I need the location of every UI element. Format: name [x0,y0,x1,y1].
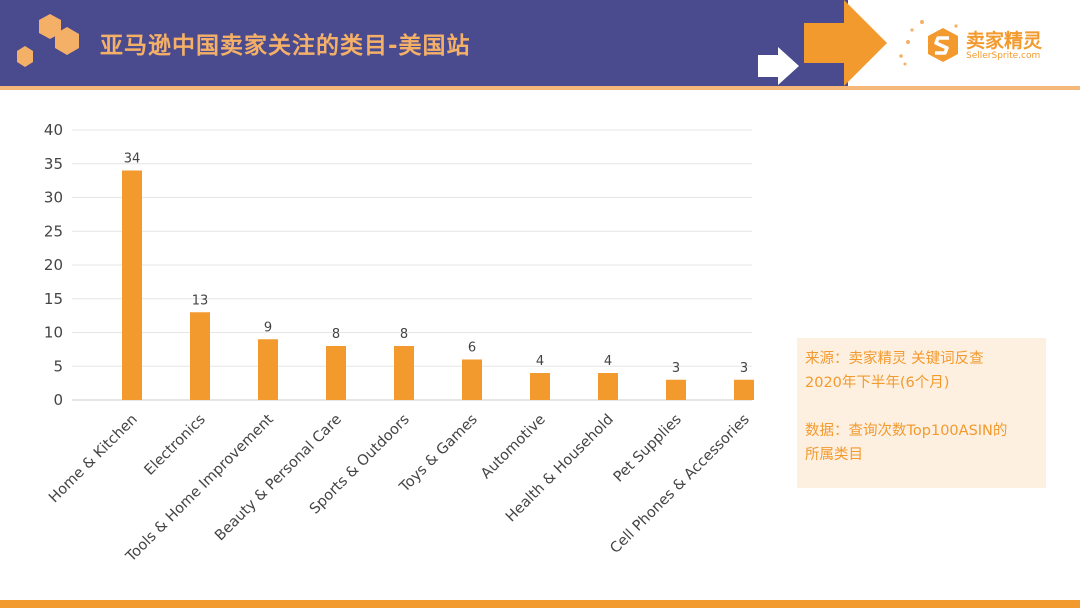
bar [462,359,482,400]
x-tick-label: Automotive [478,411,549,482]
data-label: 34 [124,152,141,167]
x-tick-label: Tools & Home Improvement [123,411,278,566]
bar [326,346,346,400]
source-note-line: 2020年下半年(6个月) [805,375,950,391]
data-label: 3 [672,361,680,376]
x-tick-label: Electronics [142,412,209,479]
data-label: 8 [332,327,340,342]
data-label: 8 [400,327,408,342]
arrow-decoration-icon [758,0,887,86]
hexagon-decoration-icon [17,14,79,67]
footer-bar [0,600,1080,608]
data-label: 9 [264,320,272,335]
bar [598,373,618,400]
y-tick-label: 0 [53,391,63,409]
x-tick-label: Beauty & Personal Care [212,411,345,544]
source-note-line: 所属类目 [805,447,863,463]
bar [530,373,550,400]
y-tick-label: 25 [44,222,63,240]
bar [734,379,754,400]
header-underline [0,86,1080,90]
data-label: 13 [192,293,209,308]
bar [666,379,686,400]
bar [258,339,278,400]
y-tick-label: 5 [53,357,63,375]
x-tick-label: Home & Kitchen [46,412,141,507]
bar [122,170,142,400]
page-title: 亚马逊中国卖家关注的类目-美国站 [100,33,471,59]
source-note-line: 来源：卖家精灵 关键词反查 [805,351,984,367]
sellersprite-logo-icon [899,20,958,66]
y-tick-label: 35 [44,155,63,173]
data-label: 3 [740,361,748,376]
data-label: 4 [536,354,544,369]
data-label: 4 [604,354,612,369]
source-note: 来源：卖家精灵 关键词反查 2020年下半年(6个月) 数据：查询次数Top10… [797,338,1046,488]
bar [190,312,210,400]
x-tick-label: Pet Supplies [611,412,685,486]
y-tick-label: 20 [44,256,63,274]
bar [394,346,414,400]
y-tick-label: 15 [44,290,63,308]
y-tick-label: 40 [44,121,63,139]
logo-text-cn: 卖家精灵 [966,30,1043,52]
y-tick-label: 30 [44,189,63,207]
x-tick-label: Cell Phones & Accessories [607,412,752,557]
logo-text-en: SellerSprite.com [966,51,1041,61]
y-tick-label: 10 [44,324,63,342]
data-label: 6 [468,341,476,356]
source-note-line: 数据：查询次数Top100ASIN的 [805,423,1008,439]
